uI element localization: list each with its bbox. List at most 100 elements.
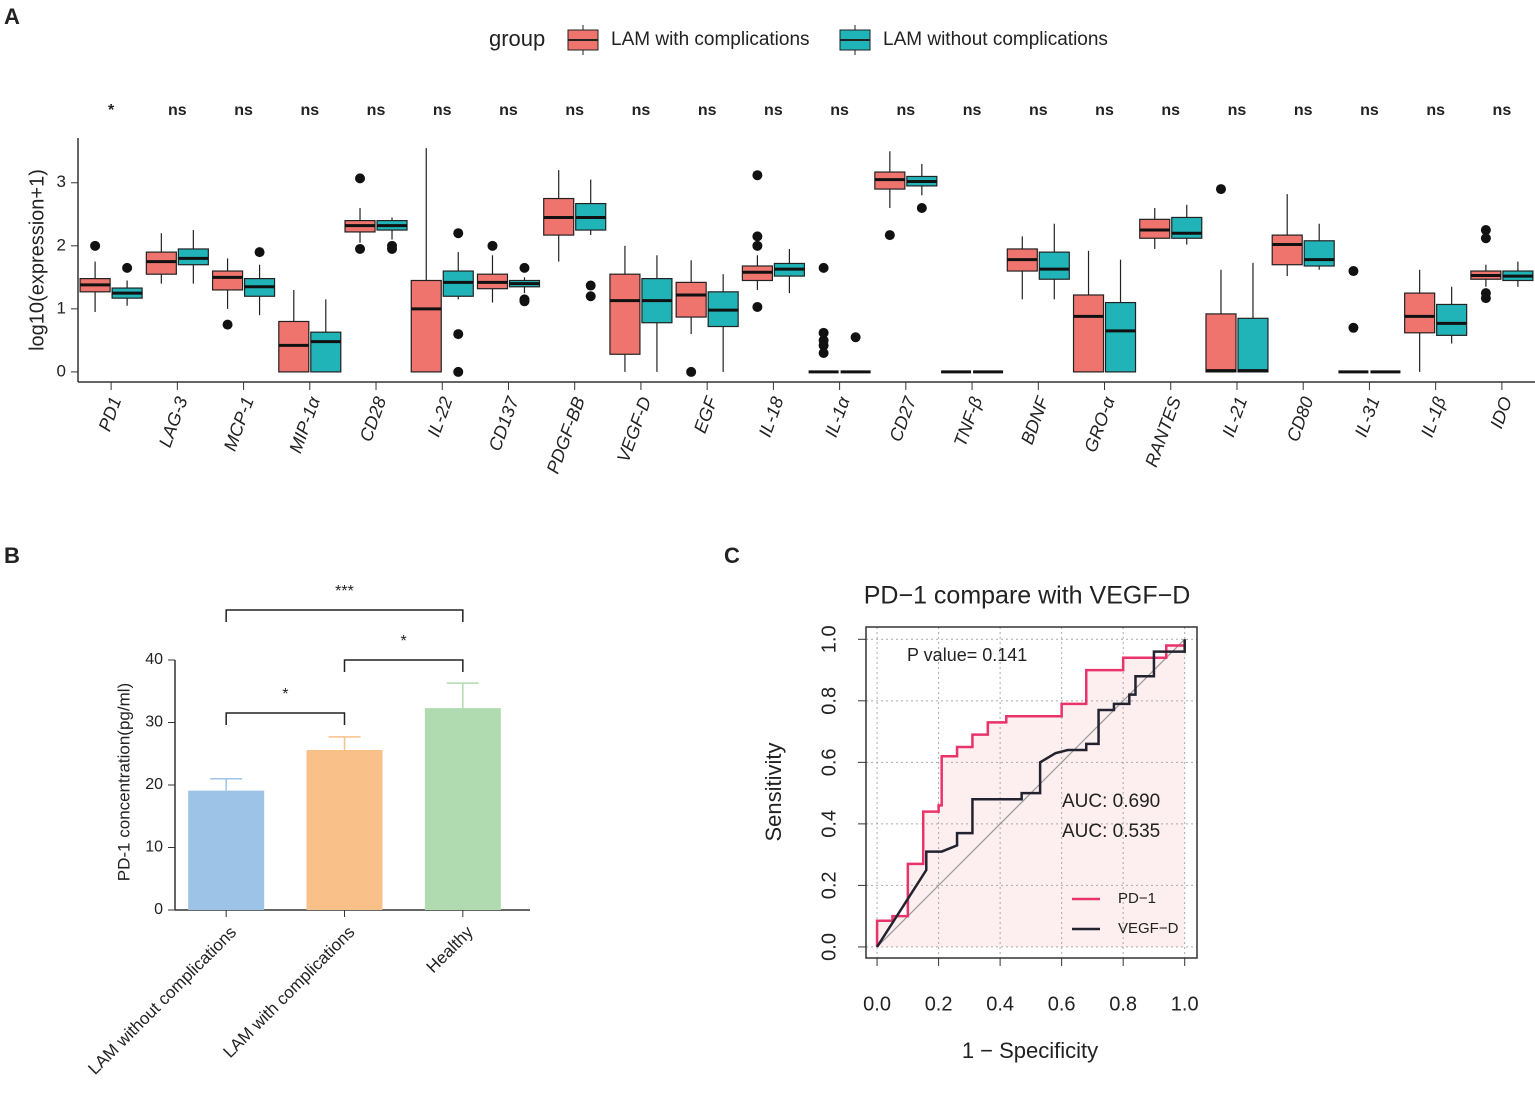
- significance-label: ns: [234, 102, 253, 119]
- y-tick-label: 0: [57, 361, 66, 380]
- box: [1205, 313, 1237, 373]
- outlier: [585, 280, 596, 291]
- outlier: [752, 301, 763, 312]
- significance-label: ns: [433, 102, 452, 119]
- y-tick-label: 10: [145, 839, 163, 856]
- significance-bracket: [225, 712, 346, 725]
- box: [145, 251, 177, 275]
- x-tick-label: 0.4: [986, 993, 1014, 1015]
- outlier: [122, 262, 133, 273]
- box: [1271, 234, 1303, 266]
- annotation: AUC: 0.690: [1062, 791, 1160, 812]
- box: [410, 279, 442, 373]
- outlier: [387, 240, 398, 251]
- annotation: P value= 0.141: [907, 645, 1027, 665]
- y-tick-label: 1: [57, 298, 66, 317]
- panel-label: A: [4, 4, 20, 29]
- significance-label: ns: [632, 102, 651, 119]
- box: [1237, 317, 1269, 373]
- y-tick-label: 1.0: [818, 625, 840, 653]
- bar: [424, 708, 501, 910]
- significance-bracket: [343, 659, 464, 672]
- significance-label: ns: [1095, 102, 1114, 119]
- x-tick-label: CD137: [485, 393, 523, 453]
- box: [1104, 301, 1137, 373]
- outlier: [355, 173, 366, 184]
- box: [1404, 292, 1436, 334]
- annotation: AUC: 0.535: [1062, 821, 1160, 842]
- outlier: [487, 240, 498, 251]
- outlier: [1348, 266, 1359, 277]
- significance-label: ns: [300, 102, 319, 119]
- significance-label: ns: [698, 102, 717, 119]
- bar: [306, 750, 383, 910]
- x-tick-label: IL-1β: [1417, 394, 1450, 440]
- significance-label: ns: [897, 102, 916, 119]
- box: [1303, 240, 1335, 267]
- x-tick-label: IL-21: [1218, 394, 1251, 439]
- significance-label: ns: [1228, 102, 1247, 119]
- x-tick-label: MCP-1: [220, 394, 258, 453]
- outlier: [884, 230, 895, 241]
- significance-label: ns: [1360, 102, 1379, 119]
- y-tick-label: 0.0: [818, 933, 840, 961]
- outlier: [1480, 233, 1491, 244]
- significance-label: ns: [1493, 102, 1512, 119]
- outlier: [850, 332, 861, 343]
- outlier: [752, 240, 763, 251]
- significance-label: ns: [367, 102, 386, 119]
- outlier: [519, 262, 530, 273]
- y-tick-label: 0: [154, 901, 163, 918]
- box: [1171, 216, 1203, 239]
- y-tick-label: 3: [57, 172, 66, 191]
- outlier: [453, 366, 464, 377]
- outlier: [686, 366, 697, 377]
- box: [211, 270, 244, 291]
- x-tick-label: IL-1α: [821, 393, 854, 439]
- significance-label: ns: [830, 102, 849, 119]
- x-tick-label: MIP-1α: [285, 393, 324, 455]
- legend-title: group: [489, 26, 545, 51]
- outlier: [752, 231, 763, 242]
- significance-bracket: [225, 609, 464, 622]
- significance-label: *: [401, 633, 407, 650]
- box: [675, 281, 707, 318]
- x-tick-label: LAM with complications: [219, 923, 358, 1062]
- outlier: [1480, 293, 1491, 304]
- legend-label: VEGF−D: [1118, 920, 1179, 937]
- bar: [188, 790, 265, 910]
- x-tick-label: IL-18: [755, 394, 788, 439]
- y-tick-label: 0.2: [818, 871, 840, 899]
- box: [1436, 303, 1468, 336]
- x-tick-label: CD80: [1283, 394, 1318, 444]
- x-tick-label: LAG-3: [155, 394, 192, 450]
- x-tick-label: VEGF-D: [613, 394, 655, 465]
- outlier: [818, 262, 829, 273]
- x-tick-label: 0.8: [1109, 993, 1137, 1015]
- panel-label: B: [4, 543, 20, 568]
- significance-label: ns: [764, 102, 783, 119]
- outlier: [222, 319, 233, 330]
- significance-label: ***: [335, 583, 354, 600]
- significance-label: ns: [1426, 102, 1445, 119]
- significance-label: ns: [168, 102, 187, 119]
- y-tick-label: 0.8: [818, 687, 840, 715]
- chart-title: PD−1 compare with VEGF−D: [864, 582, 1191, 610]
- outlier: [818, 347, 829, 358]
- significance-label: ns: [499, 102, 518, 119]
- roc-curve: [875, 639, 1186, 947]
- box: [310, 331, 342, 373]
- outlier: [453, 329, 464, 340]
- y-tick-label: 20: [145, 776, 163, 793]
- x-tick-label: IDO: [1486, 394, 1516, 431]
- y-tick-label: 30: [145, 714, 163, 731]
- x-tick-label: IL-31: [1351, 394, 1384, 439]
- outlier: [1215, 184, 1226, 195]
- x-tick-label: 1.0: [1171, 993, 1199, 1015]
- significance-label: *: [108, 102, 115, 119]
- box: [1038, 251, 1070, 280]
- outlier: [752, 170, 763, 181]
- y-tick-label: 2: [57, 235, 66, 254]
- x-tick-label: IL-22: [424, 394, 457, 439]
